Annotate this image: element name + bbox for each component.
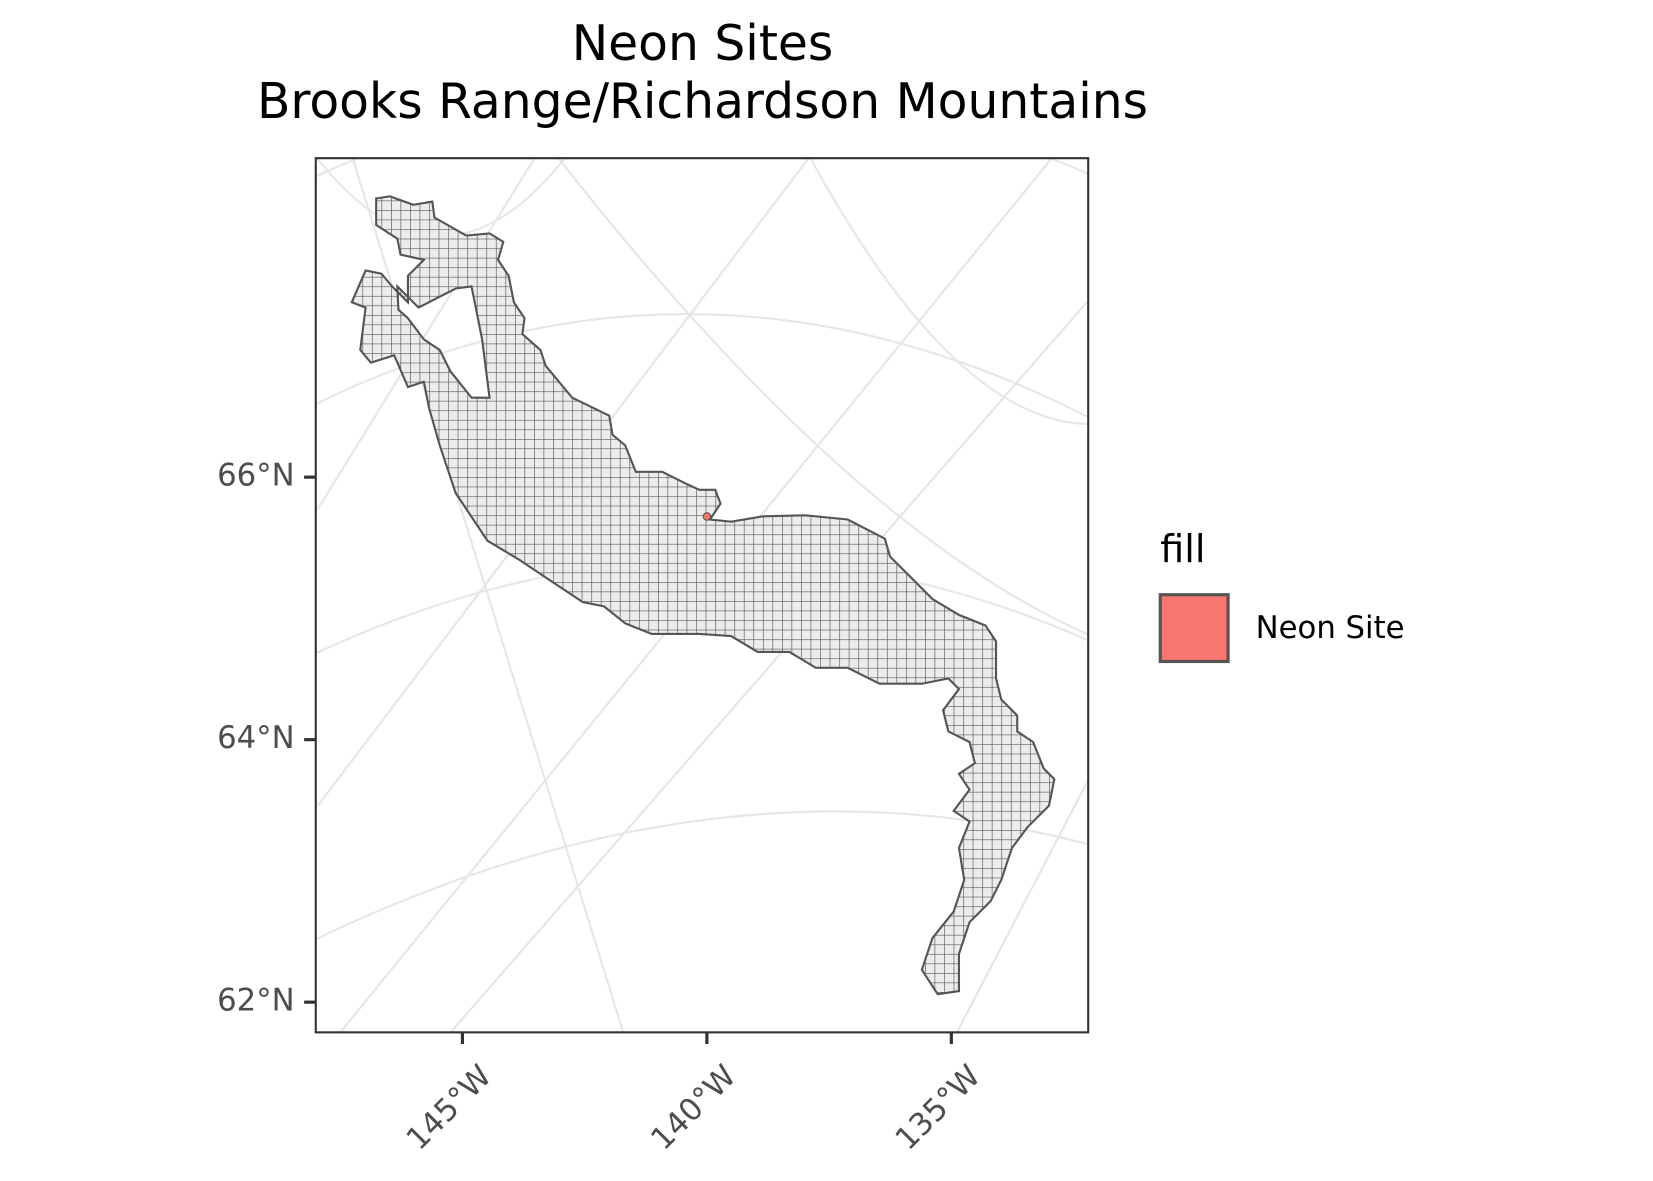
chart-subtitle: Brooks Range/Richardson Mountains bbox=[257, 74, 1148, 130]
graticule bbox=[315, 158, 1089, 1033]
x-tick-label: 145°W bbox=[400, 1058, 499, 1157]
site-point bbox=[702, 512, 712, 521]
legend-label: Neon Site bbox=[1256, 610, 1405, 646]
panel-border bbox=[314, 157, 1090, 1034]
y-tick-label: 62°N bbox=[217, 983, 294, 1019]
legend-title: fill bbox=[1160, 527, 1205, 571]
y-tick-label: 66°N bbox=[217, 458, 294, 494]
legend-key bbox=[1158, 593, 1230, 664]
region bbox=[350, 195, 1056, 996]
y-tick-label: 64°N bbox=[217, 720, 294, 756]
chart-title: Neon Sites bbox=[572, 16, 834, 72]
x-tick-label: 135°W bbox=[888, 1058, 987, 1157]
x-tick-label: 140°W bbox=[644, 1058, 743, 1157]
